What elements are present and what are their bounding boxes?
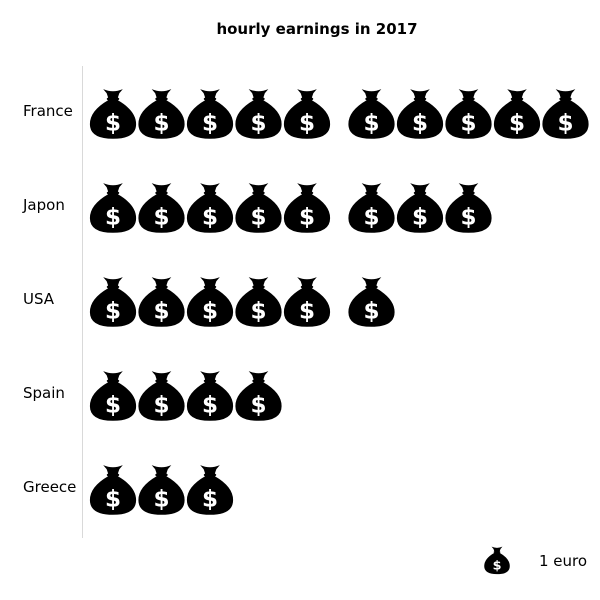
category-label-spain: Spain bbox=[23, 384, 65, 402]
svg-text:$: $ bbox=[557, 110, 573, 136]
money-bag-icon: $ bbox=[138, 277, 185, 327]
svg-text:$: $ bbox=[363, 204, 379, 230]
svg-text:$: $ bbox=[153, 204, 169, 230]
money-bag-icon: $ bbox=[348, 277, 395, 327]
y-axis-line bbox=[82, 66, 83, 538]
chart-title: hourly earnings in 2017 bbox=[216, 20, 418, 38]
money-bag-icon: $ bbox=[283, 277, 331, 327]
svg-text:$: $ bbox=[250, 298, 266, 324]
money-bag-icon: $ bbox=[186, 371, 234, 421]
category-label-japon: Japon bbox=[23, 196, 65, 214]
money-bag-icon: $ bbox=[235, 183, 282, 233]
svg-text:$: $ bbox=[105, 204, 121, 230]
money-bag-icon: $ bbox=[396, 183, 444, 233]
money-bag-icon: $ bbox=[186, 465, 234, 515]
money-bag-icon: $ bbox=[445, 89, 492, 139]
svg-text:$: $ bbox=[299, 298, 315, 324]
svg-text:$: $ bbox=[460, 204, 476, 230]
money-bag-icon: $ bbox=[138, 89, 185, 139]
money-bag-icon: $ bbox=[89, 277, 137, 327]
money-bag-icon: $ bbox=[348, 183, 395, 233]
svg-text:$: $ bbox=[153, 486, 169, 512]
svg-text:$: $ bbox=[105, 486, 121, 512]
svg-text:$: $ bbox=[250, 204, 266, 230]
money-bag-icon: $ bbox=[89, 371, 137, 421]
money-bag-icon: $ bbox=[89, 89, 137, 139]
svg-text:$: $ bbox=[202, 486, 218, 512]
money-bag-icon: $ bbox=[542, 89, 589, 139]
money-bag-icon: $ bbox=[445, 183, 492, 233]
svg-text:$: $ bbox=[299, 110, 315, 136]
money-bag-icon: $ bbox=[89, 465, 137, 515]
svg-text:$: $ bbox=[363, 110, 379, 136]
money-bag-icon: $ bbox=[235, 89, 282, 139]
money-bag-icon: $ bbox=[186, 183, 234, 233]
money-bag-icon: $ bbox=[186, 89, 234, 139]
category-label-france: France bbox=[23, 102, 73, 120]
svg-text:$: $ bbox=[412, 204, 428, 230]
legend-money-bag-icon: $ bbox=[484, 546, 510, 575]
svg-text:$: $ bbox=[105, 298, 121, 324]
money-bag-icon: $ bbox=[348, 89, 395, 139]
money-bag-icon: $ bbox=[89, 183, 137, 233]
svg-text:$: $ bbox=[363, 298, 379, 324]
svg-text:$: $ bbox=[250, 392, 266, 418]
svg-text:$: $ bbox=[202, 204, 218, 230]
money-bag-icon: $ bbox=[283, 89, 331, 139]
money-bag-icon: $ bbox=[235, 277, 282, 327]
svg-text:$: $ bbox=[202, 392, 218, 418]
legend-label: 1 euro bbox=[539, 552, 588, 570]
svg-text:$: $ bbox=[412, 110, 428, 136]
svg-text:$: $ bbox=[153, 298, 169, 324]
svg-text:$: $ bbox=[299, 204, 315, 230]
money-bag-icon: $ bbox=[396, 89, 444, 139]
svg-text:$: $ bbox=[105, 110, 121, 136]
svg-text:$: $ bbox=[250, 110, 266, 136]
svg-text:$: $ bbox=[105, 392, 121, 418]
money-bag-icon: $ bbox=[493, 89, 541, 139]
svg-text:$: $ bbox=[460, 110, 476, 136]
money-bag-icon: $ bbox=[138, 371, 185, 421]
svg-text:$: $ bbox=[202, 298, 218, 324]
category-label-usa: USA bbox=[23, 290, 55, 308]
money-bag-icon: $ bbox=[283, 183, 331, 233]
money-bag-icon: $ bbox=[138, 183, 185, 233]
svg-text:$: $ bbox=[509, 110, 525, 136]
money-bag-icon: $ bbox=[235, 371, 282, 421]
svg-text:$: $ bbox=[202, 110, 218, 136]
svg-text:$: $ bbox=[153, 392, 169, 418]
svg-text:$: $ bbox=[153, 110, 169, 136]
svg-text:$: $ bbox=[493, 559, 502, 574]
money-bag-icon: $ bbox=[186, 277, 234, 327]
category-label-greece: Greece bbox=[23, 478, 77, 496]
money-bag-icon: $ bbox=[138, 465, 185, 515]
